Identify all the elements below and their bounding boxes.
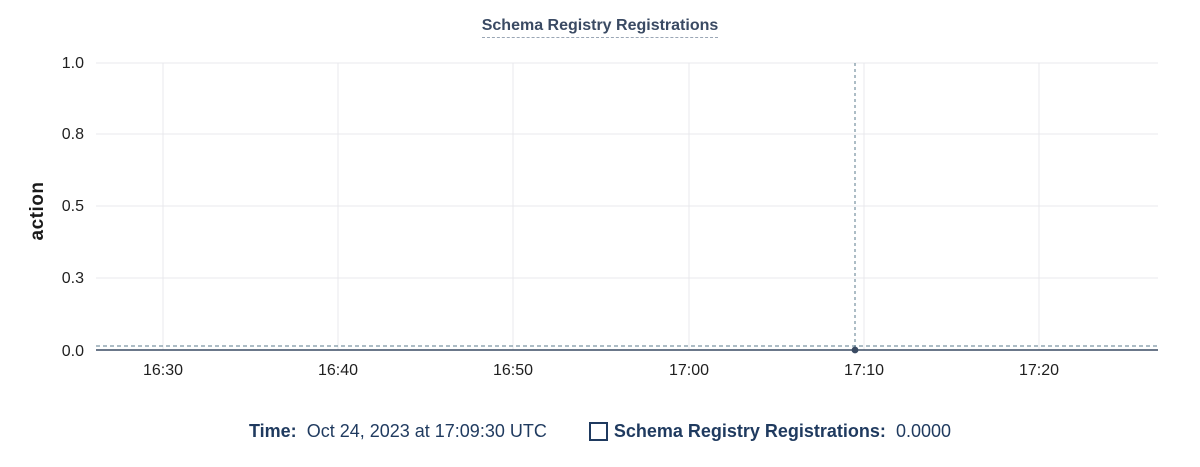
svg-text:16:30: 16:30 — [143, 362, 183, 379]
svg-text:0.8: 0.8 — [62, 126, 84, 143]
svg-text:17:20: 17:20 — [1019, 362, 1059, 379]
svg-text:17:10: 17:10 — [844, 362, 884, 379]
svg-text:16:40: 16:40 — [318, 362, 358, 379]
svg-text:0.5: 0.5 — [62, 198, 84, 215]
svg-text:16:50: 16:50 — [493, 362, 533, 379]
svg-text:1.0: 1.0 — [62, 55, 84, 72]
svg-text:0.3: 0.3 — [62, 270, 84, 287]
svg-text:0.0: 0.0 — [62, 343, 84, 360]
svg-text:17:00: 17:00 — [669, 362, 709, 379]
